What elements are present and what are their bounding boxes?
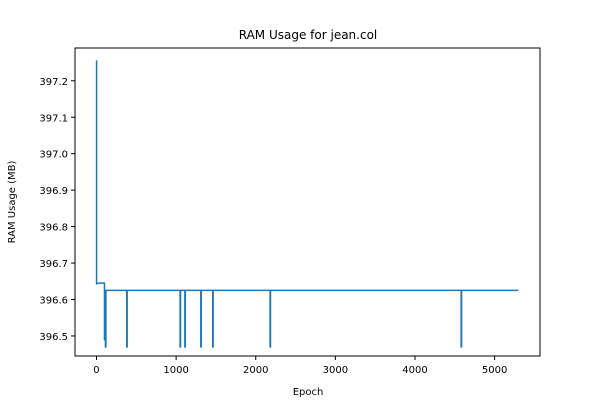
plot-frame: [74, 47, 541, 357]
y-tick-label: 396.6: [39, 296, 68, 307]
y-tick-label: 396.9: [39, 186, 68, 197]
x-tick-label: 2000: [243, 365, 268, 376]
y-tick-label: 397.1: [39, 113, 68, 124]
y-axis: 396.5 396.6 396.7 396.8 396.9 397.0 397.1 397.2: [39, 77, 75, 343]
x-tick-label: 4000: [402, 365, 427, 376]
chart-title: RAM Usage for jean.col: [239, 28, 378, 42]
x-tick-label: 5000: [482, 365, 507, 376]
x-tick-label: 0: [93, 365, 99, 376]
y-tick-label: 396.7: [39, 259, 68, 270]
plot-area: [74, 47, 541, 357]
x-axis: 0 1000 2000 3000 4000 5000: [93, 356, 507, 376]
y-tick-label: 396.5: [39, 332, 68, 343]
y-tick-label: 397.2: [39, 77, 68, 88]
ram-usage-line: [95, 60, 519, 348]
y-axis-title: RAM Usage (MB): [7, 160, 18, 243]
plot-background: [75, 48, 540, 356]
y-tick-label: 396.8: [39, 223, 68, 234]
x-axis-title: Epoch: [293, 387, 324, 398]
series-layer: [95, 60, 519, 348]
x-tick-label: 3000: [323, 365, 348, 376]
y-tick-label: 397.0: [39, 150, 68, 161]
x-tick-label: 1000: [163, 365, 188, 376]
